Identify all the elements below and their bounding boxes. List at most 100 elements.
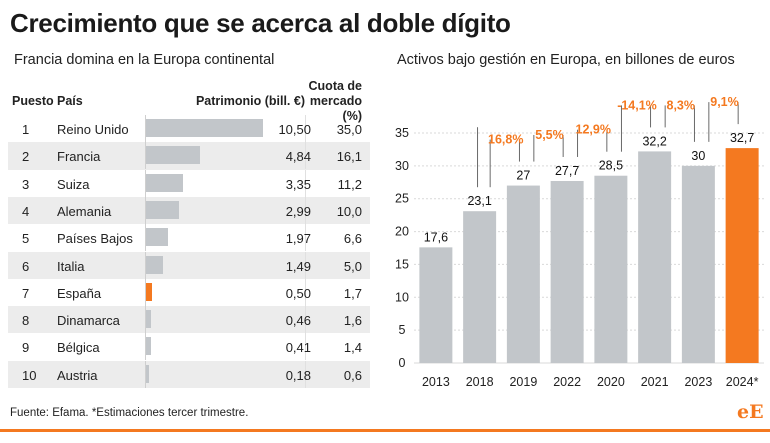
x-tick-label: 2023 <box>684 375 712 389</box>
bar-2022 <box>550 180 584 363</box>
cell-pais: Suiza <box>57 176 90 192</box>
table-bar <box>146 228 168 247</box>
column-divider <box>305 333 306 361</box>
column-divider <box>305 306 306 334</box>
change-label: 12,9% <box>576 123 611 137</box>
cell-pais: Bélgica <box>57 340 100 356</box>
x-tick-label: 2020 <box>597 375 625 389</box>
cell-patrimonio: 3,35 <box>285 176 311 192</box>
column-divider <box>145 196 146 224</box>
table-row: 6 Italia 1,49 5,0 <box>8 251 370 279</box>
y-tick-label: 30 <box>395 159 409 173</box>
cell-puesto: 1 <box>22 122 30 137</box>
y-tick-label: 25 <box>395 192 409 206</box>
change-label: 5,5% <box>535 128 564 142</box>
cell-patrimonio: 1,97 <box>285 231 311 247</box>
cell-puesto: 10 <box>22 367 37 383</box>
table-bar <box>146 119 263 137</box>
bar-value-label: 23,1 <box>467 194 491 208</box>
cell-cuota: 11,2 <box>337 176 362 192</box>
cell-patrimonio: 1,49 <box>285 258 311 274</box>
x-tick-label: 2024* <box>726 375 759 389</box>
cell-puesto: 4 <box>22 203 30 219</box>
cell-puesto: 6 <box>22 258 30 274</box>
column-divider <box>305 360 306 388</box>
table-row: 3 Suiza 3,35 11,2 <box>8 169 370 197</box>
bar-value-label: 32,2 <box>642 134 666 148</box>
column-divider <box>145 306 146 334</box>
x-tick-label: 2019 <box>509 375 537 389</box>
cell-cuota: 1,4 <box>343 340 362 356</box>
cell-pais: Dinamarca <box>57 313 120 329</box>
column-divider <box>305 224 306 252</box>
cell-pais: Francia <box>57 149 101 165</box>
bar-2020 <box>594 175 628 363</box>
cell-pais: Austria <box>57 367 98 383</box>
cell-puesto: 3 <box>22 176 30 192</box>
column-divider <box>145 360 146 388</box>
y-tick-label: 35 <box>395 126 409 140</box>
change-label: 9,1% <box>710 95 739 109</box>
column-divider <box>145 251 146 279</box>
x-tick-label: 2018 <box>466 375 494 389</box>
bar-2018 <box>463 211 497 363</box>
logo-E: E <box>749 401 764 423</box>
cell-cuota: 0,6 <box>343 367 362 383</box>
table-row: 10 Austria 0,18 0,6 <box>8 360 370 388</box>
source-note: Fuente: Efama. *Estimaciones tercer trim… <box>10 407 249 419</box>
bar-2021 <box>638 151 672 363</box>
bar-value-label: 27 <box>516 169 530 183</box>
cell-puesto: 7 <box>22 285 30 301</box>
table-row: 2 Francia 4,84 16,1 <box>8 142 370 170</box>
bar-2013 <box>419 247 453 363</box>
column-divider <box>305 169 306 197</box>
column-divider <box>145 142 146 170</box>
header-pais: País <box>57 94 83 108</box>
cell-pais: España <box>57 285 102 301</box>
cell-patrimonio: 0,46 <box>285 313 311 329</box>
change-label: -14,1% <box>617 98 657 112</box>
table-row: 8 Dinamarca 0,46 1,6 <box>8 306 370 334</box>
table-bar <box>146 200 180 219</box>
y-tick-label: 10 <box>395 290 409 304</box>
cell-cuota: 1,6 <box>343 313 362 329</box>
header-patrimonio: Patrimonio (bill. €) <box>195 94 305 108</box>
column-divider <box>305 278 306 306</box>
logo-e: e <box>737 401 750 423</box>
bar-chart-subtitle: Activos bajo gestión en Europa, en billo… <box>397 52 735 68</box>
cell-cuota: 1,7 <box>343 285 362 301</box>
bar-2024 <box>725 148 759 363</box>
bar-2019 <box>506 185 540 363</box>
y-tick-label: 0 <box>399 356 406 370</box>
cell-pais: Países Bajos <box>57 231 133 247</box>
x-tick-label: 2013 <box>422 375 450 389</box>
cell-pais: Alemania <box>57 203 112 219</box>
y-tick-label: 5 <box>399 323 406 337</box>
bar-value-label: 27,7 <box>555 164 579 178</box>
table-bar <box>146 337 151 356</box>
header-puesto: Puesto <box>12 94 54 108</box>
brand-logo: eE <box>737 401 764 423</box>
table-row: 9 Bélgica 0,41 1,4 <box>8 333 370 361</box>
bar-2023 <box>681 165 715 363</box>
column-divider <box>305 115 306 142</box>
table-row: 5 Países Bajos 1,97 6,6 <box>8 224 370 252</box>
table-bar <box>146 310 152 329</box>
x-tick-label: 2021 <box>641 375 669 389</box>
table-row: 7 España 0,50 1,7 <box>8 278 370 306</box>
bottom-accent-line <box>0 429 770 432</box>
bar-value-label: 32,7 <box>730 131 754 145</box>
bar-chart: 0 5 10 15 20 25 30 35 17,6 2013 23,1 2018 27 2019 27,7… <box>395 95 764 389</box>
column-divider <box>305 142 306 170</box>
column-divider <box>145 115 146 142</box>
cell-patrimonio: 0,50 <box>285 285 311 301</box>
change-label: 16,8% <box>488 133 523 147</box>
column-divider <box>305 251 306 279</box>
header-cuota: Cuota de mercado (%) <box>308 79 362 123</box>
cell-patrimonio: 4,84 <box>285 149 311 165</box>
cell-patrimonio: 2,99 <box>285 203 311 219</box>
column-divider <box>305 196 306 224</box>
page-title: Crecimiento que se acerca al doble dígit… <box>10 8 511 38</box>
x-tick-label: 2022 <box>553 375 581 389</box>
cell-cuota: 5,0 <box>343 258 362 274</box>
